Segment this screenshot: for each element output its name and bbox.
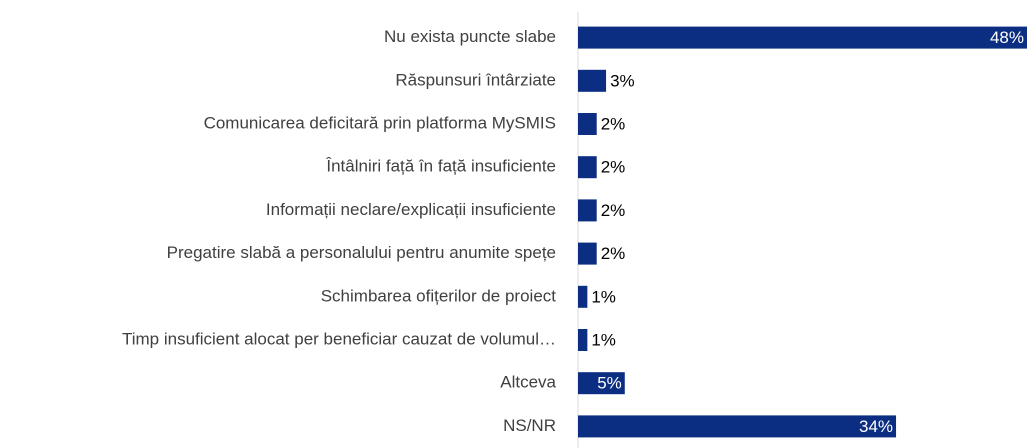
bar [578,69,607,92]
data-label: 34% [859,417,893,436]
category-label: NS/NR [503,416,556,435]
bar [578,285,588,308]
bar [578,113,597,135]
category-label: Informații neclare/explicații insuficien… [266,200,556,219]
data-label: 2% [601,158,626,177]
bar [578,329,588,351]
category-label: Nu exista puncte slabe [384,27,556,46]
category-label: Răspunsuri întârziate [395,70,556,89]
data-label: 2% [601,244,626,263]
data-label: 3% [610,71,635,90]
category-label: Schimbarea ofițerilor de proiect [321,286,557,305]
data-label: 2% [601,201,626,220]
data-label: 48% [990,28,1024,47]
category-label: Altceva [500,373,556,392]
bar [578,26,1027,49]
category-label: Timp insuficient alocat per beneficiar c… [122,329,556,348]
bar [578,372,625,395]
data-label: 2% [601,114,626,133]
bar [578,156,597,179]
category-label: Comunicarea deficitară prin platforma My… [204,113,556,132]
category-label: Pregatire slabă a personalului pentru an… [167,243,556,262]
data-label: 1% [591,330,616,349]
bar [578,242,597,265]
category-label: Întâlniri față în față insuficiente [325,157,556,176]
data-label: 5% [597,374,622,393]
data-label: 1% [591,287,616,306]
bar [578,415,897,438]
bar [578,199,597,222]
